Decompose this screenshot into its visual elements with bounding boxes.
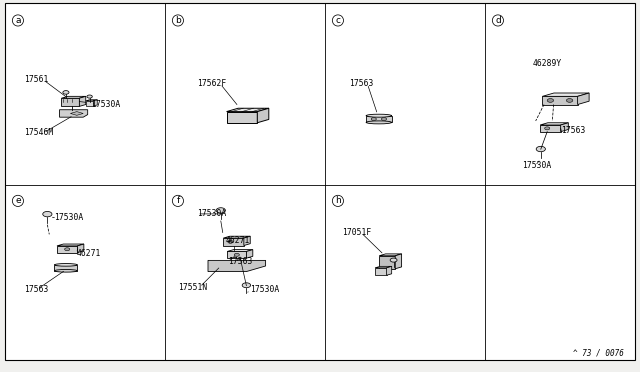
Polygon shape xyxy=(395,254,402,269)
Polygon shape xyxy=(79,96,86,106)
Circle shape xyxy=(43,211,52,217)
Polygon shape xyxy=(246,250,253,258)
Polygon shape xyxy=(244,236,250,246)
Circle shape xyxy=(545,127,550,130)
Ellipse shape xyxy=(366,121,392,124)
Text: 46271: 46271 xyxy=(225,236,250,245)
Polygon shape xyxy=(375,268,387,275)
Polygon shape xyxy=(61,96,86,98)
Polygon shape xyxy=(223,236,250,238)
Text: f: f xyxy=(176,196,180,205)
Polygon shape xyxy=(561,123,568,132)
Polygon shape xyxy=(257,108,269,123)
Polygon shape xyxy=(543,96,578,105)
Polygon shape xyxy=(93,100,97,106)
Bar xyxy=(54,265,77,271)
Circle shape xyxy=(87,95,92,98)
Text: e: e xyxy=(15,196,20,205)
Polygon shape xyxy=(77,244,84,253)
Polygon shape xyxy=(57,246,77,253)
Circle shape xyxy=(242,283,251,288)
Circle shape xyxy=(228,240,233,243)
Polygon shape xyxy=(86,101,93,106)
Text: 17561: 17561 xyxy=(24,76,49,84)
Text: a: a xyxy=(15,16,20,25)
Text: 46289Y: 46289Y xyxy=(532,60,562,68)
Circle shape xyxy=(234,253,239,256)
Text: 17530A: 17530A xyxy=(91,100,120,109)
Polygon shape xyxy=(578,93,589,105)
Polygon shape xyxy=(86,100,97,101)
Polygon shape xyxy=(227,250,253,251)
Polygon shape xyxy=(223,238,244,246)
Text: 17530A: 17530A xyxy=(54,213,84,222)
Circle shape xyxy=(63,91,69,94)
Text: 17563: 17563 xyxy=(228,257,252,266)
Text: d: d xyxy=(495,16,500,25)
Circle shape xyxy=(390,258,397,262)
Text: 17563: 17563 xyxy=(561,126,586,135)
Text: b: b xyxy=(175,16,180,25)
Polygon shape xyxy=(540,125,561,132)
Text: 17051F: 17051F xyxy=(342,228,372,237)
Text: 17563: 17563 xyxy=(24,285,49,294)
Text: ^ 73 / 0076: ^ 73 / 0076 xyxy=(573,349,624,358)
Polygon shape xyxy=(227,108,269,112)
Ellipse shape xyxy=(54,269,77,272)
Text: 17551N: 17551N xyxy=(178,283,207,292)
Polygon shape xyxy=(540,123,568,125)
Text: 17546M: 17546M xyxy=(24,128,54,137)
Circle shape xyxy=(536,146,545,152)
Circle shape xyxy=(381,118,387,121)
Polygon shape xyxy=(208,260,266,272)
Text: 17530A: 17530A xyxy=(522,161,552,170)
Ellipse shape xyxy=(54,263,77,266)
Circle shape xyxy=(216,208,225,213)
Polygon shape xyxy=(70,112,83,115)
Text: 17562F: 17562F xyxy=(197,79,227,88)
Polygon shape xyxy=(227,112,257,123)
Circle shape xyxy=(547,99,554,102)
Polygon shape xyxy=(380,254,402,256)
Text: 17530A: 17530A xyxy=(197,209,227,218)
Text: h: h xyxy=(335,196,340,205)
Polygon shape xyxy=(375,266,392,268)
Ellipse shape xyxy=(366,114,392,117)
Circle shape xyxy=(371,118,376,121)
Bar xyxy=(366,116,392,122)
Polygon shape xyxy=(61,98,79,106)
Text: 46271: 46271 xyxy=(77,249,101,258)
Text: c: c xyxy=(335,16,340,25)
Polygon shape xyxy=(57,244,84,246)
Polygon shape xyxy=(387,266,392,275)
Circle shape xyxy=(65,248,70,251)
Polygon shape xyxy=(60,110,88,117)
Polygon shape xyxy=(543,93,589,96)
Text: 17530A: 17530A xyxy=(250,285,279,294)
Circle shape xyxy=(566,99,573,102)
Polygon shape xyxy=(380,256,395,269)
Polygon shape xyxy=(227,251,246,258)
Text: 17563: 17563 xyxy=(349,79,374,88)
